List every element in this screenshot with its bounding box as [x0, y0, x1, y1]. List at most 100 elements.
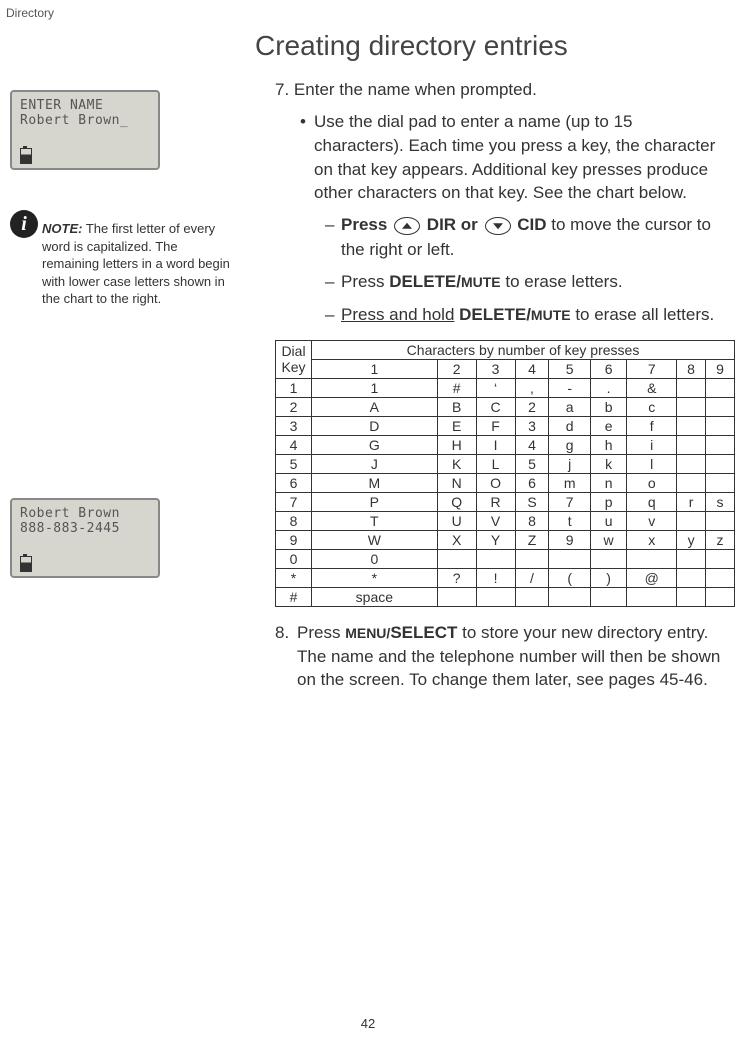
sub3-del: DELETE/ — [454, 305, 531, 324]
breadcrumb: Directory — [6, 6, 54, 20]
chart-cell: O — [476, 473, 515, 492]
chart-cell: z — [705, 530, 734, 549]
chart-cell — [705, 568, 734, 587]
sub2-mute: MUTE — [461, 274, 501, 290]
chart-cell — [705, 454, 734, 473]
chart-cell: & — [627, 378, 677, 397]
chart-cell: l — [627, 454, 677, 473]
chart-cell: q — [627, 492, 677, 511]
chart-cell: n — [590, 473, 626, 492]
chart-row-key: 9 — [276, 530, 312, 549]
chart-cell: G — [312, 435, 438, 454]
sub-delete-hold: Press and hold DELETE/MUTE to erase all … — [325, 303, 725, 328]
left-column: ENTER NAME Robert Brown_ i NOTE: The fir… — [10, 90, 235, 618]
chart-cell: b — [590, 397, 626, 416]
chart-row-key: 2 — [276, 397, 312, 416]
chart-row-key: 7 — [276, 492, 312, 511]
lcd-display-2: Robert Brown 888-883-2445 — [10, 498, 160, 578]
chart-cell: 7 — [549, 492, 590, 511]
chart-cell — [677, 454, 706, 473]
chart-cell: 1 — [312, 378, 438, 397]
chart-cell: space — [312, 587, 438, 606]
chart-cell: S — [515, 492, 549, 511]
sub3-mute: MUTE — [531, 307, 571, 323]
note-label: NOTE: — [42, 221, 82, 236]
chart-cell: 2 — [515, 397, 549, 416]
chart-cell: m — [549, 473, 590, 492]
chart-cell: 6 — [515, 473, 549, 492]
chart-cell: a — [549, 397, 590, 416]
chart-cell — [437, 549, 476, 568]
chart-header-top: Characters by number of key presses — [312, 340, 735, 359]
chart-cell: , — [515, 378, 549, 397]
chart-row-key: 0 — [276, 549, 312, 568]
sub3-tail: to erase all letters. — [571, 305, 715, 324]
chart-cell: ) — [590, 568, 626, 587]
chart-row-key: 5 — [276, 454, 312, 473]
page-title: Creating directory entries — [255, 30, 725, 62]
chart-cell — [677, 397, 706, 416]
chart-cell: Y — [476, 530, 515, 549]
chart-cell — [705, 473, 734, 492]
chart-cell: X — [437, 530, 476, 549]
chart-cell: P — [312, 492, 438, 511]
chart-cell — [476, 549, 515, 568]
chart-col-header: 2 — [437, 359, 476, 378]
chart-col-header: 7 — [627, 359, 677, 378]
sub2-del: DELETE/ — [389, 272, 461, 291]
chart-cell — [677, 416, 706, 435]
chart-cell: j — [549, 454, 590, 473]
sub-dir-cid: Press DIR or CID to move the cursor to t… — [325, 213, 725, 262]
chart-cell: ‘ — [476, 378, 515, 397]
lcd-display-1: ENTER NAME Robert Brown_ — [10, 90, 160, 170]
chart-cell: C — [476, 397, 515, 416]
chart-col-header: 3 — [476, 359, 515, 378]
chart-cell: c — [627, 397, 677, 416]
chart-cell: y — [677, 530, 706, 549]
chart-cell: o — [627, 473, 677, 492]
chart-cell: w — [590, 530, 626, 549]
chart-cell: K — [437, 454, 476, 473]
chart-cell: 8 — [515, 511, 549, 530]
chart-cell — [705, 397, 734, 416]
chart-cell — [437, 587, 476, 606]
up-key-icon — [394, 217, 420, 235]
chart-cell: J — [312, 454, 438, 473]
chart-cell: M — [312, 473, 438, 492]
chart-row-key: 4 — [276, 435, 312, 454]
chart-cell: e — [590, 416, 626, 435]
chart-cell — [677, 473, 706, 492]
chart-cell: 4 — [515, 435, 549, 454]
chart-cell: 0 — [312, 549, 438, 568]
chart-cell: E — [437, 416, 476, 435]
chart-cell — [705, 511, 734, 530]
chart-cell — [590, 549, 626, 568]
key-chart-table: Dial Key Characters by number of key pre… — [275, 340, 735, 607]
step-8: Press MENU/SELECT to store your new dire… — [275, 621, 725, 692]
chart-cell: 3 — [515, 416, 549, 435]
sub2-tail: to erase letters. — [501, 272, 623, 291]
step8-select: SELECT — [390, 623, 457, 642]
step8-pre: Press — [297, 623, 345, 642]
chart-cell: u — [590, 511, 626, 530]
step7-num: 7. — [275, 80, 289, 99]
sub-delete: Press DELETE/MUTE to erase letters. — [325, 270, 725, 295]
chart-row-key: * — [276, 568, 312, 587]
sub1-cid: CID — [517, 215, 546, 234]
chart-cell — [705, 549, 734, 568]
chart-cell: R — [476, 492, 515, 511]
sub1-dir: DIR or — [427, 215, 478, 234]
battery-icon — [20, 554, 32, 570]
sub3-press: Press and hold — [341, 305, 454, 324]
chart-cell: g — [549, 435, 590, 454]
chart-cell — [549, 549, 590, 568]
chart-cell: A — [312, 397, 438, 416]
chart-col-header: 9 — [705, 359, 734, 378]
chart-cell: p — [590, 492, 626, 511]
chart-cell: @ — [627, 568, 677, 587]
chart-cell: L — [476, 454, 515, 473]
chart-cell: f — [627, 416, 677, 435]
main-column: Creating directory entries 7. Enter the … — [255, 30, 725, 692]
step7-text: Enter the name when prompted. — [294, 80, 537, 99]
chart-cell — [627, 587, 677, 606]
